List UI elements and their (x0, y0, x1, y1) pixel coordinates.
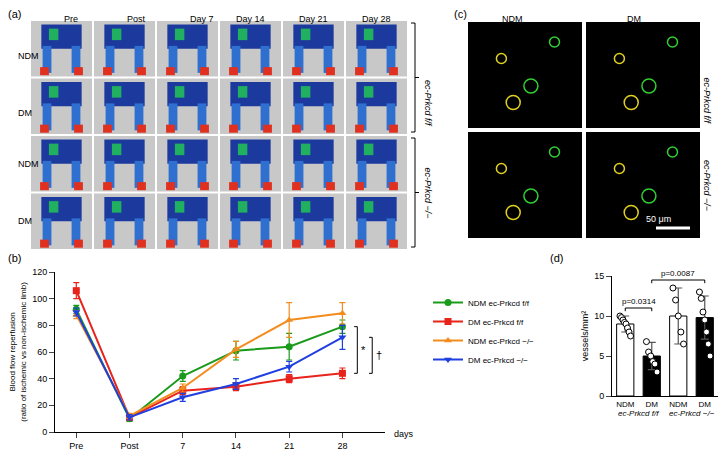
svg-text:28: 28 (337, 441, 347, 451)
svg-text:0: 0 (42, 427, 47, 437)
svg-text:days: days (394, 429, 414, 439)
svg-text:NDM: NDM (18, 159, 39, 169)
svg-text:Day 7: Day 7 (190, 14, 214, 24)
svg-text:vessels/mm²: vessels/mm² (580, 311, 590, 362)
svg-text:ec-Prkcd f/f: ec-Prkcd f/f (423, 80, 433, 127)
svg-text:p=0.0314: p=0.0314 (622, 297, 656, 306)
svg-text:NDM: NDM (18, 51, 39, 61)
svg-text:NDM: NDM (616, 400, 635, 409)
svg-text:0: 0 (599, 391, 604, 401)
svg-text:Day 14: Day 14 (236, 14, 265, 24)
svg-text:80: 80 (37, 320, 47, 330)
svg-text:DM: DM (18, 108, 32, 118)
svg-text:7: 7 (180, 441, 185, 451)
svg-text:(d): (d) (550, 252, 563, 264)
svg-text:DM ec-Prkcd f/f: DM ec-Prkcd f/f (468, 318, 524, 327)
svg-text:DM: DM (627, 14, 641, 24)
svg-text:21: 21 (284, 441, 294, 451)
svg-text:ec-Prkcd f/f: ec-Prkcd f/f (618, 409, 659, 418)
svg-text:Blood flow reperfusion(ratio o: Blood flow reperfusion(ratio of ischemic… (8, 282, 27, 422)
svg-text:(a): (a) (8, 8, 21, 20)
svg-text:14: 14 (231, 441, 241, 451)
svg-text:*: * (361, 344, 366, 356)
svg-text:NDM: NDM (669, 400, 688, 409)
svg-text:50 μm: 50 μm (646, 214, 671, 224)
svg-text:Post: Post (121, 441, 140, 451)
svg-text:ec-Prkcd −/−: ec-Prkcd −/− (423, 168, 433, 219)
svg-text:15: 15 (594, 271, 604, 281)
svg-text:DM ec-Prkcd −/−: DM ec-Prkcd −/− (468, 356, 528, 365)
svg-text:†: † (376, 349, 382, 361)
svg-text:Pre: Pre (64, 14, 78, 24)
svg-text:NDM: NDM (502, 14, 523, 24)
svg-text:Post: Post (127, 14, 146, 24)
svg-text:ec-Prkcd −/−: ec-Prkcd −/− (702, 160, 712, 211)
svg-text:DM: DM (646, 400, 659, 409)
svg-text:ec-Prkcd f/f: ec-Prkcd f/f (702, 78, 712, 125)
svg-text:DM: DM (699, 400, 712, 409)
svg-text:(c): (c) (454, 8, 467, 20)
svg-text:Pre: Pre (69, 441, 83, 451)
svg-text:Day 28: Day 28 (362, 14, 391, 24)
svg-text:Day 21: Day 21 (299, 14, 328, 24)
svg-text:ec-Prkcd −/−: ec-Prkcd −/− (669, 409, 715, 418)
svg-text:5: 5 (599, 351, 604, 361)
svg-text:100: 100 (32, 294, 47, 304)
svg-text:20: 20 (37, 400, 47, 410)
svg-text:(b): (b) (8, 252, 21, 264)
svg-text:60: 60 (37, 347, 47, 357)
svg-text:NDM ec-Prkcd f/f: NDM ec-Prkcd f/f (468, 299, 530, 308)
svg-text:120: 120 (32, 267, 47, 277)
svg-text:10: 10 (594, 311, 604, 321)
svg-text:40: 40 (37, 374, 47, 384)
svg-text:NDM ec-Prkcd −/−: NDM ec-Prkcd −/− (468, 337, 534, 346)
svg-text:DM: DM (18, 216, 32, 226)
svg-text:p=0.0087: p=0.0087 (661, 269, 695, 278)
